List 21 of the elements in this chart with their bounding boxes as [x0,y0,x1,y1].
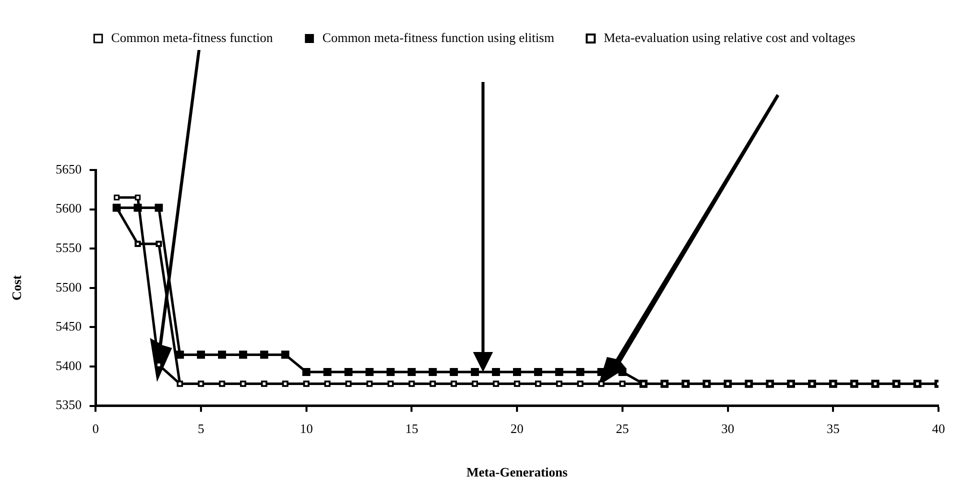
x-tick-label: 35 [826,421,840,436]
x-tick-label: 10 [300,421,313,436]
x-tick-label: 15 [405,421,418,436]
y-tick-label: 5350 [56,397,82,412]
y-tick-label: 5400 [56,358,82,373]
x-tick-label: 5 [198,421,204,436]
x-axis-title: Meta-Generations [466,464,568,480]
x-tick-label: 20 [510,421,524,436]
x-tick-label: 40 [932,421,945,436]
y-axis-title: Cost [9,274,24,301]
y-tick-label: 5600 [56,200,82,216]
y-tick-label: 5550 [56,240,82,256]
x-tick-label: 0 [92,421,99,436]
legend-label: Meta-evaluation using relative cost and voltages [604,30,856,45]
y-tick-label: 5450 [56,318,82,334]
legend-label: Common meta-fitness function [111,30,274,45]
x-tick-label: 25 [616,421,629,436]
x-tick-label: 30 [721,421,734,436]
y-tick-label: 5500 [56,279,82,294]
y-tick-label: 5650 [56,161,82,176]
legend-label: Common meta-fitness function using elitism [322,30,554,45]
